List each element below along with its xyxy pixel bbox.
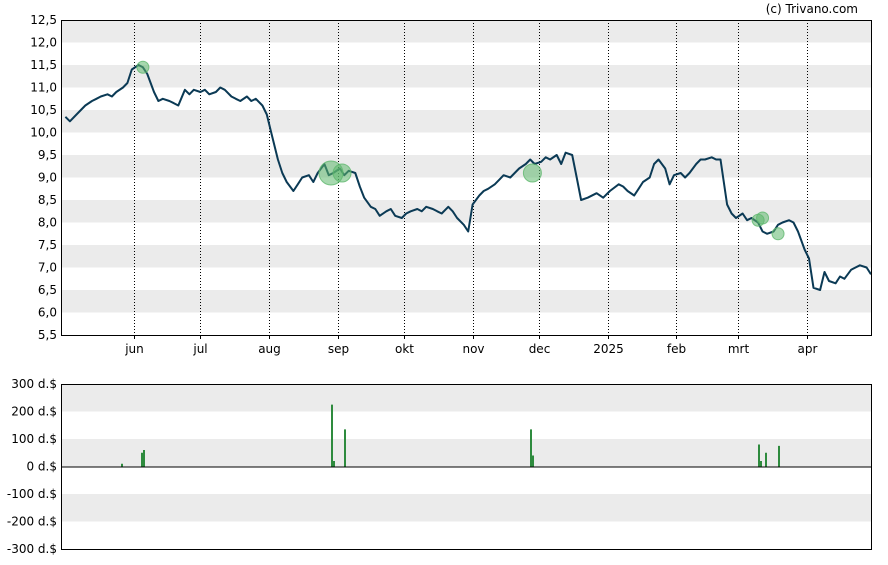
volume-bar <box>530 429 532 467</box>
price-x-tick-label: jul <box>192 342 207 356</box>
trade-marker <box>332 163 352 183</box>
price-x-tick-label: nov <box>462 342 484 356</box>
volume-y-tick-label: 0 d.$ <box>26 460 57 474</box>
volume-band <box>61 384 871 412</box>
volume-bands <box>61 384 871 522</box>
price-x-tick-label: sep <box>328 342 349 356</box>
price-y-tick-label: 9,0 <box>38 171 57 185</box>
price-y-tick-label: 11,5 <box>30 58 57 72</box>
trade-markers <box>136 60 785 241</box>
volume-bar <box>143 450 145 467</box>
price-x-tick-label: mrt <box>728 342 750 356</box>
price-band <box>61 200 871 223</box>
volume-bar <box>760 461 762 467</box>
credit-label: (c) Trivano.com <box>766 2 858 16</box>
price-y-tick-label: 6,0 <box>38 306 57 320</box>
price-y-tick-label: 5,5 <box>38 328 57 342</box>
volume-bar <box>141 452 143 467</box>
price-x-tick-label: 2025 <box>593 342 624 356</box>
volume-bar <box>331 404 333 467</box>
volume-y-tick-label: 200 d.$ <box>11 405 57 419</box>
price-y-tick-label: 9,5 <box>38 148 57 162</box>
volume-bar <box>532 455 534 467</box>
price-y-tick-label: 12,0 <box>30 36 57 50</box>
price-x-axis: jun jul aug sep okt nov dec 2025 feb mrt apr <box>124 335 818 356</box>
price-band <box>61 155 871 178</box>
price-band <box>61 20 871 43</box>
price-y-tick-label: 6,5 <box>38 283 57 297</box>
volume-bar <box>333 461 335 467</box>
price-panel: 5,5 6,0 6,5 7,0 7,5 8,0 8,5 9,0 9,5 10,0 10,5 11,0 1… <box>30 13 872 356</box>
price-bands <box>61 20 871 313</box>
price-y-tick-label: 7,5 <box>38 238 57 252</box>
volume-bar <box>765 452 767 467</box>
trade-marker <box>756 211 770 225</box>
volume-bar <box>121 463 123 467</box>
volume-band <box>61 439 871 467</box>
volume-y-tick-label: -300 d.$ <box>7 542 57 556</box>
trade-marker <box>771 227 785 241</box>
volume-frame <box>61 384 872 550</box>
volume-bar <box>758 444 760 467</box>
price-y-tick-label: 8,0 <box>38 216 57 230</box>
volume-y-axis: 300 d.$ 200 d.$ 100 d.$ 0 d.$ -100 d.$ -200 d… <box>7 377 871 556</box>
price-y-tick-label: 8,5 <box>38 193 57 207</box>
price-x-tick-label: aug <box>258 342 281 356</box>
price-x-tick-label: okt <box>395 342 414 356</box>
price-y-tick-label: 10,0 <box>30 126 57 140</box>
trade-marker <box>522 163 542 183</box>
price-x-tick-label: jun <box>124 342 144 356</box>
volume-bars <box>121 404 780 467</box>
price-y-tick-label: 12,5 <box>30 13 57 27</box>
volume-panel: 300 d.$ 200 d.$ 100 d.$ 0 d.$ -100 d.$ -200 d… <box>7 377 872 556</box>
volume-y-tick-label: 300 d.$ <box>11 377 57 391</box>
volume-bar <box>344 429 346 467</box>
price-y-tick-label: 7,0 <box>38 261 57 275</box>
price-y-axis: 5,5 6,0 6,5 7,0 7,5 8,0 8,5 9,0 9,5 10,0 10,5 11,0 1… <box>30 13 57 342</box>
price-band <box>61 110 871 133</box>
price-x-tick-label: apr <box>798 342 818 356</box>
trade-marker <box>136 60 150 74</box>
price-line <box>64 64 872 291</box>
volume-y-tick-label: -100 d.$ <box>7 487 57 501</box>
volume-y-tick-label: 100 d.$ <box>11 432 57 446</box>
volume-y-tick-label: -200 d.$ <box>7 515 57 529</box>
price-band <box>61 290 871 313</box>
price-x-tick-label: dec <box>529 342 551 356</box>
price-band <box>61 245 871 268</box>
volume-bar <box>778 445 780 467</box>
price-x-tick-label: feb <box>667 342 686 356</box>
volume-band <box>61 494 871 522</box>
price-y-tick-label: 11,0 <box>30 81 57 95</box>
price-y-tick-label: 10,5 <box>30 103 57 117</box>
price-band <box>61 65 871 88</box>
price-frame <box>61 20 872 336</box>
